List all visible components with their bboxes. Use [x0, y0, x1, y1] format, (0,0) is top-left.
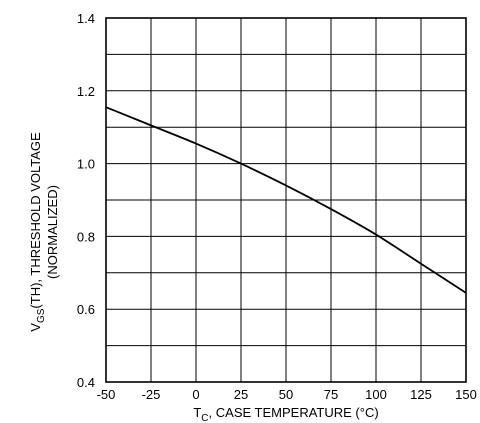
- y-tick-labels: 0.4 0.6 0.8 1.0 1.2 1.4: [77, 11, 95, 390]
- grid-lines: [105, 17, 467, 383]
- y-axis-label: VGS(TH), THRESHOLD VOLTAGE: [28, 132, 47, 332]
- y-tick-label: 0.6: [77, 302, 95, 317]
- x-axis-label: TC, CASE TEMPERATURE (°C): [193, 405, 378, 423]
- y-tick-label: 0.8: [77, 229, 95, 244]
- y-tick-label: 1.2: [77, 84, 95, 99]
- series-layer: [105, 106, 467, 294]
- y-tick-label: 1.0: [77, 157, 95, 172]
- x-tick-label: 125: [410, 387, 432, 402]
- x-tick-label: -25: [142, 387, 161, 402]
- x-tick-label: 75: [324, 387, 338, 402]
- x-tick-label: 150: [455, 387, 477, 402]
- y-tick-label: 1.4: [77, 11, 95, 26]
- x-tick-labels: -50 -25 0 25 50 75 100 125 150: [97, 387, 477, 402]
- y-axis-label-line2: (NORMALIZED): [45, 185, 60, 279]
- y-tick-label: 0.4: [77, 375, 95, 390]
- x-tick-label: 0: [192, 387, 199, 402]
- series-line: [105, 106, 467, 294]
- plot-area-frame: [105, 17, 467, 383]
- x-tick-label: 25: [234, 387, 248, 402]
- x-tick-label: 100: [365, 387, 387, 402]
- x-tick-label: 50: [279, 387, 293, 402]
- x-tick-label: -50: [97, 387, 116, 402]
